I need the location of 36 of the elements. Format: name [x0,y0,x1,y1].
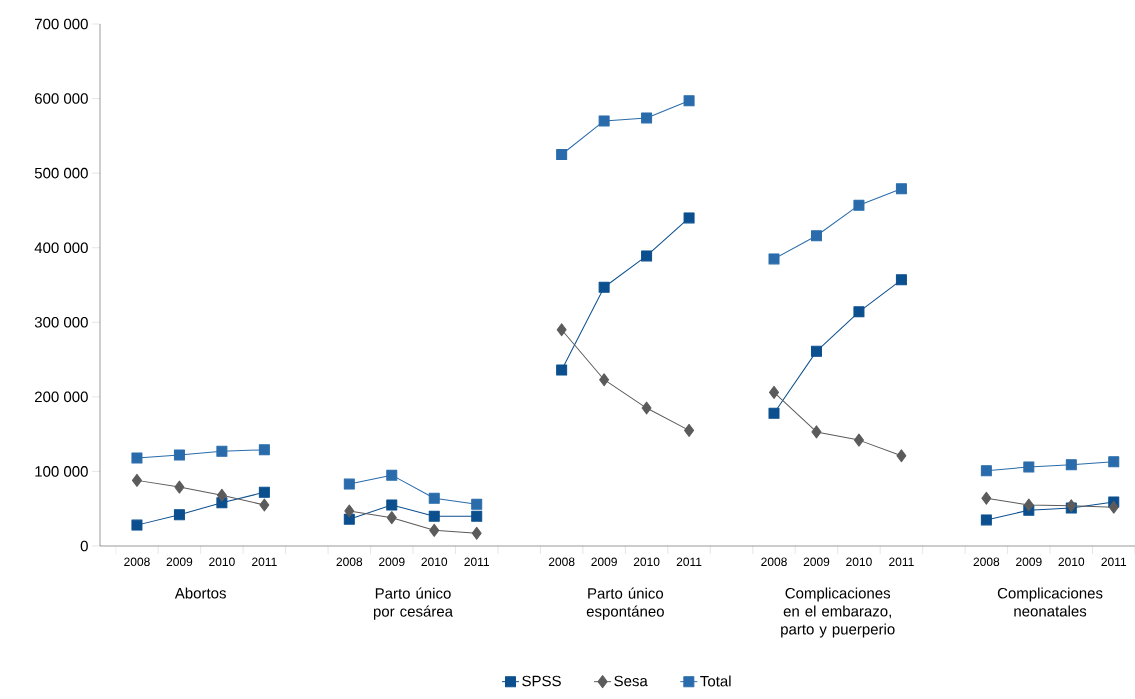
y-tick-label: 500 000 [34,167,88,179]
text: Complicaciones en el embarazo, parto y puerperio [781,587,895,638]
legend-label: Sesa [614,675,648,687]
x-tick-label: 2010 [846,557,872,567]
x-tick-label: 2009 [591,557,617,567]
legend-label: Total [700,675,731,687]
y-tick-label: 0 [80,540,88,552]
y-tick-label: 300 000 [34,316,88,328]
x-tick-label: 2010 [633,557,660,567]
x-tick-label: 2009 [166,557,193,567]
x-tick-label: 2010 [1058,557,1085,567]
y-tick-label: 400 000 [34,242,88,254]
x-tick-label: 2011 [1101,557,1127,567]
x-tick-label: 2011 [252,557,277,567]
text: Parto único espontáneo [586,587,664,620]
x-tick-label: 2008 [336,557,363,567]
text: Parto único por cesárea [373,587,454,620]
x-tick-label: 2009 [803,557,830,567]
x-tick-label: 2009 [379,557,405,567]
x-tick-label: 2008 [124,557,150,567]
x-tick-label: 2011 [676,557,702,567]
y-tick-label: 600 000 [35,93,88,104]
y-tick-label: 100 000 [35,466,88,477]
x-tick-label: 2009 [1016,557,1042,567]
x-tick-label: 2008 [761,557,787,567]
x-tick-label: 2010 [209,557,235,567]
y-tick-label: 700 000 [35,18,88,30]
x-tick-label: 2008 [973,557,1000,567]
text: Abortos [174,587,226,599]
x-tick-label: 2011 [464,557,490,567]
text: Complicaciones neonatales [997,587,1103,617]
x-tick-label: 2008 [548,557,575,567]
legend-label: SPSS [522,675,561,687]
y-tick-label: 200 000 [35,391,88,403]
x-tick-label: 2010 [421,557,448,567]
x-tick-label: 2011 [889,557,914,567]
